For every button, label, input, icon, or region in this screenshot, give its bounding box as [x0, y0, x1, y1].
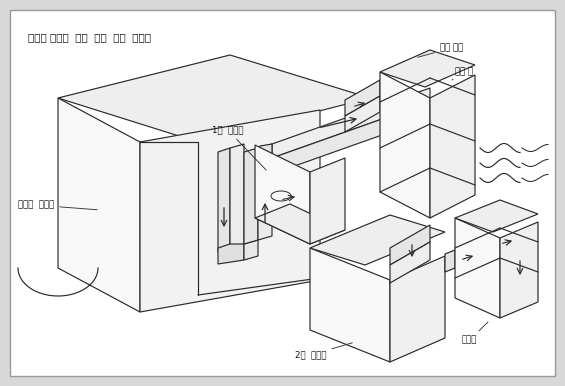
Polygon shape [390, 225, 430, 265]
Polygon shape [230, 144, 244, 248]
Polygon shape [58, 98, 140, 312]
Polygon shape [390, 256, 445, 362]
Polygon shape [455, 218, 500, 318]
Polygon shape [244, 148, 258, 244]
Polygon shape [390, 242, 430, 283]
Text: 급기 장치: 급기 장치 [418, 44, 463, 57]
Polygon shape [218, 148, 230, 252]
Polygon shape [258, 144, 272, 240]
Text: 순환 팬: 순환 팬 [452, 68, 473, 80]
Polygon shape [255, 145, 310, 244]
Polygon shape [310, 158, 345, 244]
Text: 송풍기: 송풍기 [462, 322, 488, 344]
Polygon shape [140, 110, 320, 312]
Polygon shape [260, 144, 272, 176]
Polygon shape [218, 244, 244, 264]
Polygon shape [445, 250, 455, 272]
Polygon shape [244, 240, 258, 260]
Polygon shape [345, 96, 380, 132]
Text: 음식물 처리기  폐열  회수  장치  구조도: 음식물 처리기 폐열 회수 장치 구조도 [28, 32, 151, 42]
Text: 1차  냉각기: 1차 냉각기 [212, 125, 266, 170]
Polygon shape [272, 102, 430, 174]
Polygon shape [430, 75, 475, 218]
Text: 음식물  교반부: 음식물 교반부 [18, 200, 97, 210]
Polygon shape [500, 222, 538, 318]
Polygon shape [345, 80, 380, 116]
Polygon shape [455, 200, 538, 232]
Polygon shape [272, 88, 430, 158]
Polygon shape [380, 72, 430, 218]
Polygon shape [380, 50, 475, 87]
Polygon shape [255, 204, 345, 244]
Polygon shape [310, 215, 445, 265]
Text: 2차  냉각기: 2차 냉각기 [295, 343, 353, 359]
Polygon shape [58, 55, 370, 142]
Polygon shape [310, 248, 390, 362]
